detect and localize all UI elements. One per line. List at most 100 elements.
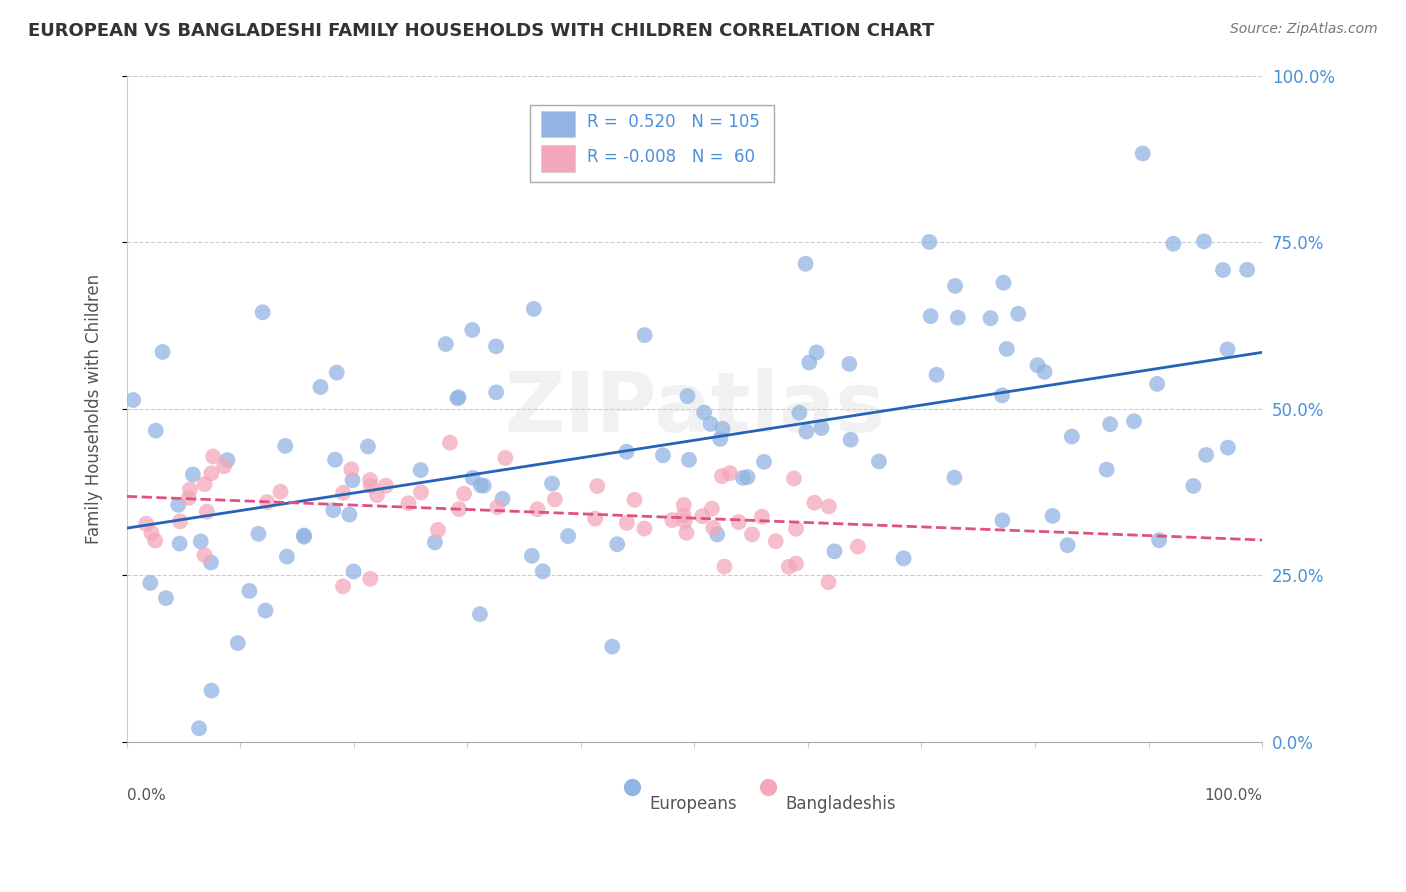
Point — [1056, 538, 1078, 552]
Point — [943, 470, 966, 484]
Point — [446, 392, 468, 406]
Point — [309, 380, 332, 394]
Point — [633, 522, 655, 536]
Point — [778, 559, 800, 574]
Point — [1216, 441, 1239, 455]
Point — [409, 463, 432, 477]
Point — [1060, 429, 1083, 443]
Point — [1182, 479, 1205, 493]
Point — [751, 509, 773, 524]
Point — [453, 487, 475, 501]
Point — [652, 448, 675, 462]
Point — [946, 310, 969, 325]
Point — [190, 534, 212, 549]
Point — [332, 579, 354, 593]
Point — [1212, 263, 1234, 277]
Point — [340, 462, 363, 476]
Point — [139, 575, 162, 590]
Point — [818, 500, 841, 514]
Point — [557, 529, 579, 543]
Point — [360, 479, 382, 493]
FancyBboxPatch shape — [541, 145, 575, 172]
Point — [678, 453, 700, 467]
Point — [727, 515, 749, 529]
Point — [200, 467, 222, 481]
Point — [359, 572, 381, 586]
Point — [700, 501, 723, 516]
Point — [155, 591, 177, 606]
Point — [794, 257, 817, 271]
Point — [925, 368, 948, 382]
Point — [472, 478, 495, 492]
Point — [676, 389, 699, 403]
Point — [692, 509, 714, 524]
Point — [673, 514, 696, 528]
Point — [583, 511, 606, 525]
Point — [276, 549, 298, 564]
Point — [709, 432, 731, 446]
Point — [366, 488, 388, 502]
Point — [1026, 358, 1049, 372]
Point — [194, 477, 217, 491]
Point — [447, 502, 470, 516]
Point — [238, 583, 260, 598]
Point — [693, 405, 716, 419]
Point — [675, 525, 697, 540]
Point — [803, 496, 825, 510]
Point — [737, 470, 759, 484]
Point — [322, 503, 344, 517]
Point — [806, 345, 828, 359]
Point — [193, 548, 215, 562]
Text: Source: ZipAtlas.com: Source: ZipAtlas.com — [1230, 22, 1378, 37]
Point — [423, 535, 446, 549]
Point — [357, 440, 380, 454]
Text: 0.0%: 0.0% — [127, 789, 166, 803]
FancyBboxPatch shape — [541, 111, 575, 137]
Point — [1195, 448, 1218, 462]
Point — [817, 575, 839, 590]
Text: EUROPEAN VS BANGLADESHI FAMILY HOUSEHOLDS WITH CHILDREN CORRELATION CHART: EUROPEAN VS BANGLADESHI FAMILY HOUSEHOLD… — [28, 22, 935, 40]
Point — [292, 528, 315, 542]
Point — [810, 421, 832, 435]
Point — [544, 492, 567, 507]
Point — [752, 455, 775, 469]
Point — [661, 513, 683, 527]
Point — [200, 556, 222, 570]
Point — [943, 279, 966, 293]
Text: 100.0%: 100.0% — [1204, 789, 1263, 803]
Point — [600, 640, 623, 654]
Point — [122, 392, 145, 407]
Point — [789, 406, 811, 420]
Point — [616, 444, 638, 458]
Point — [1042, 508, 1064, 523]
Point — [1236, 262, 1258, 277]
Point — [447, 390, 470, 404]
Point — [342, 473, 364, 487]
Point — [741, 527, 763, 541]
Point — [1147, 533, 1170, 548]
Point — [699, 417, 721, 431]
Point — [918, 235, 941, 249]
Point — [520, 549, 543, 563]
Point — [177, 491, 200, 505]
Point — [247, 526, 270, 541]
Point — [179, 483, 201, 497]
Point — [135, 516, 157, 531]
Point — [756, 780, 779, 794]
Point — [461, 323, 484, 337]
Point — [710, 469, 733, 483]
Point — [1099, 417, 1122, 432]
Point — [145, 424, 167, 438]
Point — [1007, 307, 1029, 321]
Point — [531, 565, 554, 579]
Point — [616, 516, 638, 530]
Point — [252, 305, 274, 319]
Point — [731, 471, 754, 485]
Point — [398, 496, 420, 510]
Point — [606, 537, 628, 551]
Point — [993, 276, 1015, 290]
Point — [427, 523, 450, 537]
Point — [485, 385, 508, 400]
Point — [785, 522, 807, 536]
Point — [796, 425, 818, 439]
